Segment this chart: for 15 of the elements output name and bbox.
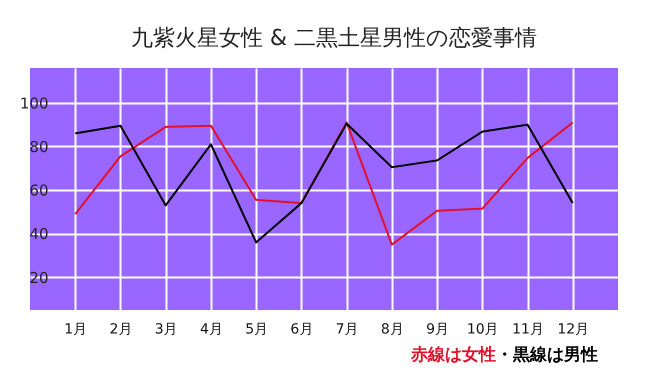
x-tick-label: 3月: [154, 322, 178, 338]
x-tick-label: 1月: [64, 322, 88, 338]
x-tick-label: 11月: [512, 322, 544, 338]
x-tick-label: 10月: [466, 322, 499, 338]
chart-title: 九紫火星女性 & 二黒土星男性の恋愛事情: [130, 26, 538, 51]
x-tick-label: 6月: [290, 322, 314, 338]
text: ・黒線は男性: [496, 345, 598, 365]
x-tick-label: 8月: [380, 322, 404, 338]
x-tick-label: 7月: [336, 322, 359, 338]
x-tick-label: 12月: [557, 322, 590, 338]
x-tick-label: 9月: [426, 322, 450, 338]
x-tick-label: 4月: [200, 322, 223, 338]
x-tick-label: 2月: [110, 322, 132, 338]
x-tick-label: 5月: [245, 322, 268, 338]
text: 赤線は女性: [410, 345, 496, 365]
